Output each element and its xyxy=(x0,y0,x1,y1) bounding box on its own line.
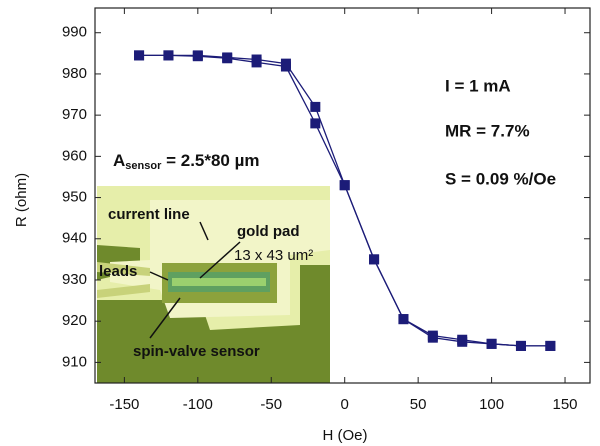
data-point xyxy=(487,339,497,349)
x-axis-title: H (Oe) xyxy=(323,427,368,444)
annotation: S = 0.09 %/Oe xyxy=(445,169,556,188)
data-point xyxy=(163,50,173,60)
annotation: I = 1 mA xyxy=(445,76,511,95)
data-point xyxy=(222,53,232,63)
y-tick-label: 910 xyxy=(62,353,87,370)
inset-label: gold pad xyxy=(237,223,300,240)
data-point xyxy=(134,50,144,60)
y-tick-label: 930 xyxy=(62,271,87,288)
area-label-part: = 2.5*80 µm xyxy=(161,151,259,170)
data-point xyxy=(398,314,408,324)
y-tick-label: 990 xyxy=(62,24,87,41)
y-tick-label: 960 xyxy=(62,147,87,164)
data-point xyxy=(369,254,379,264)
x-tick-label: 0 xyxy=(341,396,349,413)
data-point xyxy=(457,337,467,347)
inset-label: 13 x 43 um² xyxy=(234,247,313,264)
x-tick-label: -50 xyxy=(260,396,282,413)
inset-label: leads xyxy=(99,263,137,280)
y-tick-label: 950 xyxy=(62,189,87,206)
x-tick-label: 150 xyxy=(553,396,578,413)
data-point xyxy=(281,62,291,72)
y-tick-label: 920 xyxy=(62,312,87,329)
data-point xyxy=(252,57,262,67)
y-axis-title: R (ohm) xyxy=(13,173,30,227)
data-point xyxy=(310,102,320,112)
data-point xyxy=(193,51,203,61)
data-point xyxy=(516,341,526,351)
inset-label: spin-valve sensor xyxy=(133,343,260,360)
data-point xyxy=(340,180,350,190)
y-tick-label: 970 xyxy=(62,106,87,123)
x-tick-label: 100 xyxy=(479,396,504,413)
x-tick-label: -150 xyxy=(109,396,139,413)
y-tick-label: 940 xyxy=(62,230,87,247)
x-tick-label: 50 xyxy=(410,396,427,413)
area-label-part: sensor xyxy=(125,160,162,172)
area-label: Asensor = 2.5*80 µm xyxy=(113,151,260,171)
y-tick-label: 980 xyxy=(62,65,87,82)
annotation: MR = 7.7% xyxy=(445,121,530,140)
area-label-part: A xyxy=(113,151,125,170)
chart: R (ohm) H (Oe) -150 -100 -50 0 50 100 150 910 92… xyxy=(0,0,600,446)
x-tick-label: -100 xyxy=(183,396,213,413)
data-point xyxy=(545,341,555,351)
inset-label: current line xyxy=(108,206,190,223)
data-point xyxy=(310,118,320,128)
data-point xyxy=(428,333,438,343)
